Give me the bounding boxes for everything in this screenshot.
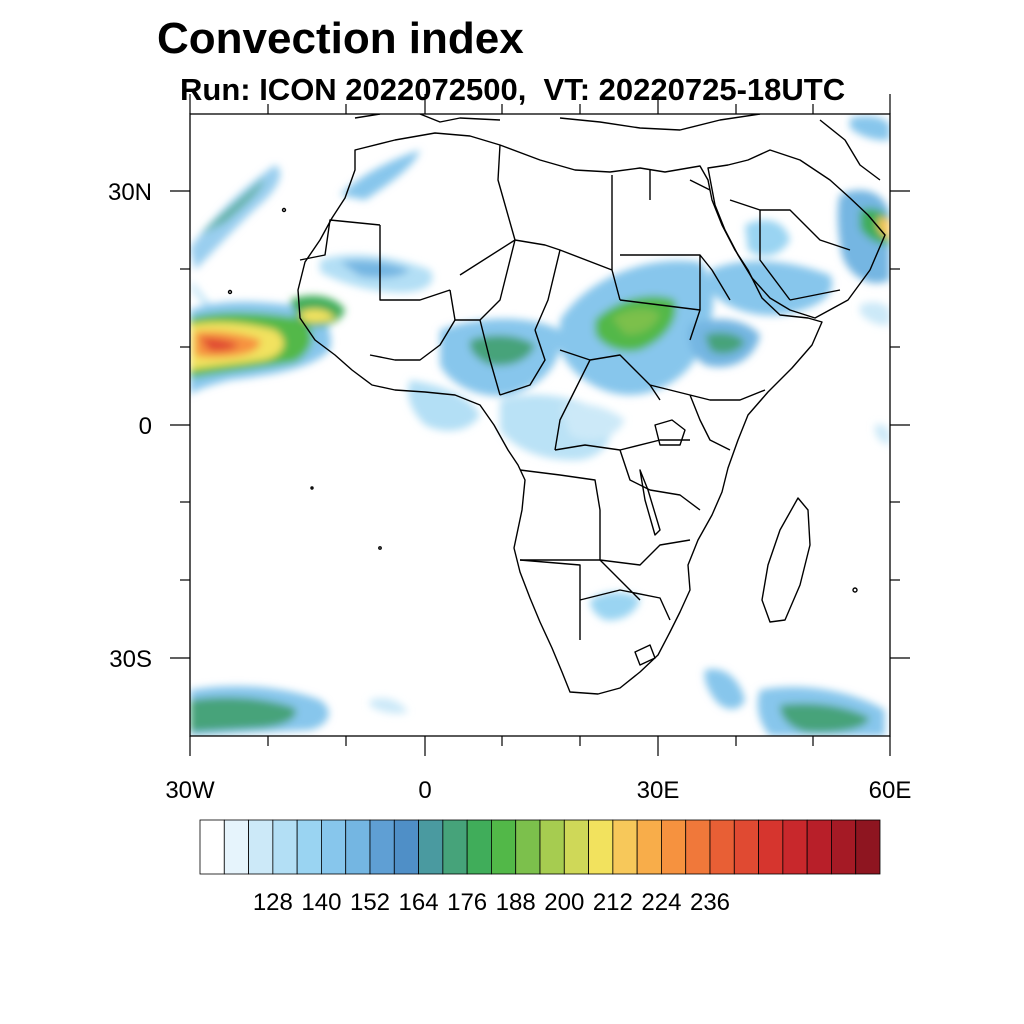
caspian-gulf bbox=[819, 119, 881, 181]
colorbar-label: 236 bbox=[690, 889, 730, 916]
colorbar-swatch bbox=[758, 819, 784, 875]
colorbar-swatch bbox=[223, 819, 249, 875]
lat-axis bbox=[170, 190, 910, 659]
colorbar-label: 188 bbox=[496, 889, 536, 916]
lon-tick-label: 60E bbox=[869, 777, 912, 804]
colorbar-label: 200 bbox=[544, 889, 584, 916]
colorbar-swatch bbox=[393, 819, 419, 875]
africa-coastline bbox=[297, 132, 823, 695]
colorbar-swatch bbox=[588, 819, 614, 875]
mediterranean-north bbox=[559, 114, 761, 131]
colorbar-swatch bbox=[539, 819, 565, 875]
colorbar-swatch bbox=[321, 819, 347, 875]
colorbar-swatch bbox=[563, 819, 589, 875]
colorbar-swatch bbox=[806, 819, 832, 875]
colorbar-swatch bbox=[491, 819, 517, 875]
lat-tick-label: 0 bbox=[139, 413, 152, 440]
colorbar-swatch bbox=[709, 819, 735, 875]
lat-tick-label: 30S bbox=[109, 646, 152, 673]
lon-tick-label: 30E bbox=[637, 777, 680, 804]
colorbar-labels: 128 140 152 164 176 188 200 212 224 236 bbox=[253, 889, 730, 916]
map-area bbox=[190, 114, 890, 736]
coastlines-and-borders bbox=[227, 114, 886, 695]
lon-tick-label: 30W bbox=[165, 777, 215, 804]
colorbar-swatch bbox=[199, 819, 225, 875]
colorbar-swatch bbox=[345, 819, 371, 875]
colorbar-swatch bbox=[418, 819, 444, 875]
colorbar-label: 176 bbox=[447, 889, 487, 916]
lon-tick-label: 0 bbox=[418, 777, 431, 804]
iberia-coastline bbox=[354, 114, 501, 123]
colorbar bbox=[199, 819, 881, 875]
colorbar-swatch bbox=[685, 819, 711, 875]
colorbar-swatch bbox=[612, 819, 638, 875]
colorbar-swatch bbox=[369, 819, 395, 875]
colorbar-swatch bbox=[661, 819, 687, 875]
colorbar-label: 140 bbox=[301, 889, 341, 916]
colorbar-swatch bbox=[831, 819, 857, 875]
colorbar-swatch bbox=[782, 819, 808, 875]
lon-axis bbox=[189, 94, 891, 756]
colorbar-swatch bbox=[442, 819, 468, 875]
lake-tanganyika bbox=[639, 469, 661, 536]
colorbar-label: 212 bbox=[593, 889, 633, 916]
colorbar-label: 164 bbox=[399, 889, 439, 916]
lake-victoria bbox=[654, 419, 686, 446]
convection-field bbox=[190, 116, 890, 736]
colorbar-swatch bbox=[272, 819, 298, 875]
colorbar-swatch bbox=[636, 819, 662, 875]
colorbar-swatch bbox=[733, 819, 759, 875]
lesotho-border bbox=[634, 644, 656, 666]
colorbar-label: 152 bbox=[350, 889, 390, 916]
colorbar-swatch bbox=[466, 819, 492, 875]
colorbar-swatch bbox=[296, 819, 322, 875]
colorbar-swatch bbox=[248, 819, 274, 875]
map-subtitle: Run: ICON 2022072500, VT: 20220725-18UTC bbox=[180, 72, 846, 107]
map-title: Convection index bbox=[157, 14, 524, 63]
colorbar-label: 224 bbox=[641, 889, 681, 916]
colorbar-label: 128 bbox=[253, 889, 293, 916]
madagascar-coastline bbox=[761, 497, 811, 623]
colorbar-swatch bbox=[515, 819, 541, 875]
lat-tick-label: 30N bbox=[108, 179, 152, 206]
colorbar-swatch bbox=[855, 819, 881, 875]
arabia-coastline bbox=[707, 149, 886, 319]
